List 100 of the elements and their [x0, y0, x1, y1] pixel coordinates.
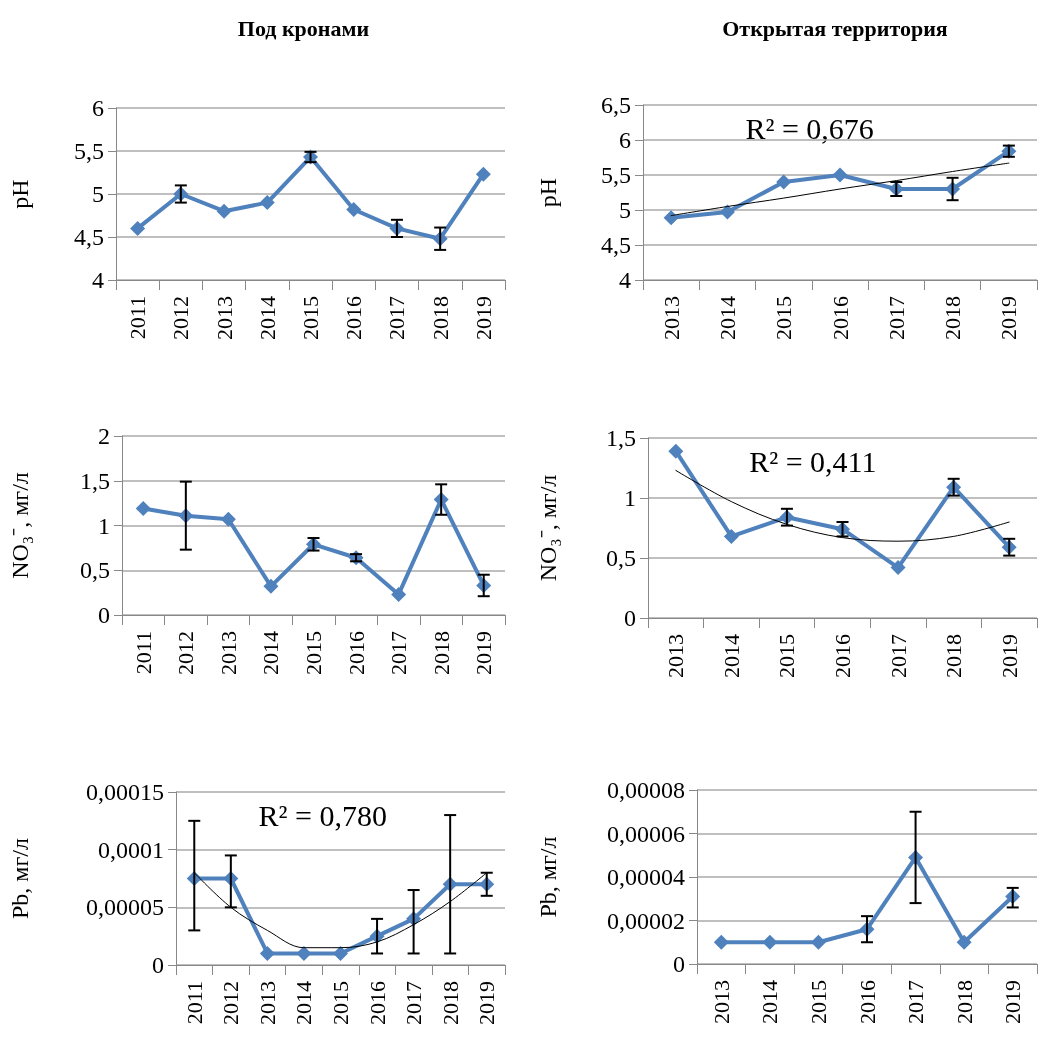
- point: [956, 934, 972, 950]
- y-tick-label: 0,00002: [607, 907, 685, 934]
- y-tick-label: 0: [152, 952, 164, 978]
- x-tick-label: 2015: [771, 296, 797, 340]
- point: [130, 220, 146, 236]
- y-tick-label: 6: [92, 95, 104, 121]
- y-tick-label: 0,00005: [86, 894, 164, 921]
- x-tick-label: 2012: [173, 631, 199, 675]
- y-axis-title: Pb, мг/л: [7, 837, 33, 920]
- y-tick-label: 0: [98, 602, 110, 628]
- point: [762, 934, 778, 950]
- x-tick-label: 2014: [258, 631, 284, 675]
- x-tick-label: 2014: [714, 296, 740, 340]
- x-tick-label: 2012: [168, 296, 194, 340]
- x-tick-label: 2017: [885, 634, 911, 678]
- x-tick-label: 2013: [215, 631, 241, 675]
- x-tick-label: 2016: [854, 980, 880, 1024]
- point: [296, 945, 312, 961]
- chart-title: Открытая территория: [722, 15, 948, 41]
- y-axis-title: pH: [535, 177, 561, 208]
- x-tick-label: 2016: [364, 981, 390, 1025]
- x-tick-label: 2019: [996, 296, 1022, 340]
- point: [220, 511, 236, 527]
- x-tick-label: 2011: [181, 981, 207, 1025]
- point: [216, 203, 232, 219]
- y-tick-label: 1: [624, 485, 636, 511]
- point: [259, 195, 275, 211]
- x-tick-label: 2013: [663, 634, 689, 678]
- x-tick-label: 2016: [827, 296, 853, 340]
- point: [333, 945, 348, 961]
- x-tick-label: 2014: [718, 634, 744, 678]
- y-tick-label: 0,5: [80, 557, 110, 584]
- x-tick-label: 2018: [940, 296, 966, 340]
- y-axis-title: NO₃⁻, мг/л: [535, 474, 561, 582]
- y-axis-title: pH: [7, 179, 33, 209]
- y-tick-label: 5: [619, 197, 631, 223]
- point: [391, 586, 407, 602]
- chart-title: Под кронами: [237, 15, 370, 41]
- x-tick-label: 2019: [474, 981, 500, 1025]
- point: [263, 578, 279, 594]
- point: [663, 210, 679, 226]
- x-tick-label: 2015: [301, 631, 326, 675]
- y-tick-label: 0,00015: [86, 779, 164, 805]
- x-tick-label: 2019: [470, 296, 496, 340]
- x-tick-label: 2017: [903, 980, 929, 1024]
- y-tick-label: 1: [98, 512, 110, 539]
- y-tick-label: 4,5: [74, 224, 104, 250]
- x-tick-label: 2018: [427, 296, 453, 340]
- x-tick-label: 2017: [401, 981, 427, 1025]
- y-tick-label: 5,5: [601, 162, 631, 188]
- y-tick-label: 0,00006: [607, 820, 685, 847]
- point: [135, 500, 151, 516]
- point: [475, 166, 491, 182]
- x-tick-label: 2011: [125, 296, 151, 340]
- x-tick-label: 2018: [437, 981, 463, 1025]
- x-tick-label: 2012: [218, 981, 244, 1025]
- y-axis-title: Pb, мг/л: [535, 836, 561, 918]
- x-tick-label: 2013: [254, 981, 280, 1025]
- x-tick-label: 2018: [428, 631, 454, 675]
- y-tick-label: 6: [619, 127, 631, 153]
- y-tick-label: 1,5: [80, 467, 110, 494]
- x-tick-label: 2017: [384, 296, 410, 340]
- x-tick-label: 2013: [211, 296, 237, 340]
- point: [832, 167, 848, 183]
- y-tick-label: 6,5: [601, 92, 631, 118]
- x-tick-label: 2014: [254, 296, 280, 340]
- point: [719, 204, 735, 220]
- x-tick-label: 2017: [883, 296, 909, 340]
- y-tick-label: 0: [673, 951, 685, 977]
- point: [890, 560, 906, 576]
- x-tick-label: 2019: [471, 631, 497, 675]
- y-tick-label: 0,00008: [607, 777, 685, 803]
- point: [776, 174, 792, 190]
- y-tick-label: 0,5: [606, 545, 636, 571]
- y-tick-label: 1,5: [606, 425, 636, 451]
- y-tick-label: 4: [92, 267, 104, 293]
- y-tick-label: 0: [624, 605, 636, 631]
- x-tick-label: 2016: [343, 631, 369, 675]
- x-tick-label: 2015: [774, 634, 800, 678]
- y-tick-label: 4: [619, 267, 631, 293]
- x-tick-label: 2015: [805, 980, 831, 1024]
- x-tick-label: 2016: [341, 296, 367, 340]
- annotation: R² = 0,411: [749, 444, 877, 478]
- point: [346, 201, 362, 217]
- point: [723, 528, 739, 544]
- y-axis-title: NO₃⁻, мг/л: [7, 472, 33, 579]
- y-tick-label: 2: [98, 423, 110, 449]
- point: [810, 934, 826, 950]
- x-tick-label: 2018: [941, 634, 967, 678]
- y-tick-label: 0,00004: [607, 864, 685, 890]
- point: [713, 934, 729, 950]
- point: [259, 945, 275, 961]
- x-tick-label: 2015: [298, 296, 323, 340]
- y-tick-label: 5: [92, 181, 104, 207]
- x-tick-label: 2017: [386, 631, 412, 675]
- x-tick-label: 2013: [708, 980, 734, 1024]
- x-tick-label: 2019: [996, 634, 1022, 678]
- x-tick-label: 2019: [1000, 980, 1026, 1024]
- x-tick-label: 2015: [328, 981, 353, 1025]
- point: [668, 443, 684, 459]
